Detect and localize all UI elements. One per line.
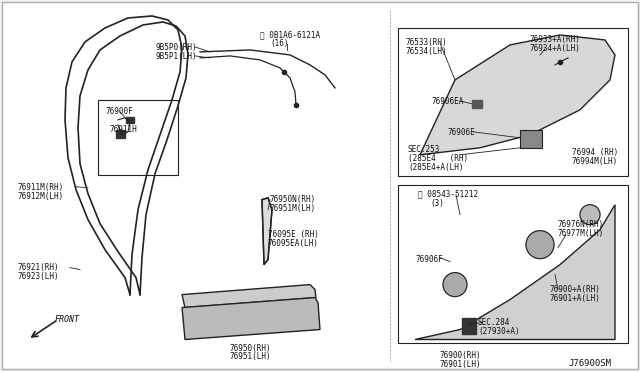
Text: SEC.284: SEC.284	[478, 318, 510, 327]
Text: 76951(LH): 76951(LH)	[230, 353, 271, 362]
Text: 76901+A(LH): 76901+A(LH)	[549, 294, 600, 302]
Text: 76900(RH): 76900(RH)	[440, 352, 482, 360]
Text: 9B5P1(LH): 9B5P1(LH)	[155, 52, 196, 61]
Circle shape	[443, 273, 467, 296]
Polygon shape	[262, 198, 272, 264]
Circle shape	[526, 231, 554, 259]
Text: 9B5P0(RH): 9B5P0(RH)	[155, 43, 196, 52]
Text: 76934+A(LH): 76934+A(LH)	[530, 44, 581, 53]
Text: 76906E: 76906E	[448, 128, 476, 137]
Text: Ⓑ 0B1A6-6121A: Ⓑ 0B1A6-6121A	[260, 30, 320, 39]
Text: 76911H: 76911H	[109, 125, 137, 134]
Text: 76912M(LH): 76912M(LH)	[18, 192, 64, 201]
Bar	[472, 100, 482, 108]
Polygon shape	[182, 285, 316, 308]
Text: 76900F: 76900F	[105, 107, 132, 116]
Text: 76095E (RH): 76095E (RH)	[268, 230, 319, 239]
Text: 76994M(LH): 76994M(LH)	[572, 157, 618, 166]
Text: 76933+A(RH): 76933+A(RH)	[530, 35, 581, 44]
Text: SEC.253: SEC.253	[408, 145, 440, 154]
Bar	[398, 185, 628, 343]
Text: (16): (16)	[270, 39, 289, 48]
Text: 76901(LH): 76901(LH)	[440, 360, 482, 369]
Text: (285E4+A(LH): (285E4+A(LH)	[408, 163, 463, 172]
Text: 76950N(RH): 76950N(RH)	[270, 195, 316, 204]
Polygon shape	[415, 205, 615, 340]
Text: 76951M(LH): 76951M(LH)	[270, 204, 316, 213]
Bar	[462, 318, 476, 334]
Text: 76921(RH): 76921(RH)	[18, 263, 60, 272]
Text: J76900SM: J76900SM	[568, 359, 611, 369]
Polygon shape	[182, 298, 320, 340]
Text: 76950(RH): 76950(RH)	[230, 343, 271, 353]
Text: 76906F: 76906F	[415, 255, 443, 264]
Text: 76534(LH): 76534(LH)	[405, 47, 447, 56]
Bar	[126, 117, 134, 123]
Text: 76533(RH): 76533(RH)	[405, 38, 447, 47]
Bar	[98, 100, 178, 175]
Text: (27930+A): (27930+A)	[478, 327, 520, 336]
Bar	[116, 130, 125, 138]
Text: 76900+A(RH): 76900+A(RH)	[549, 285, 600, 294]
Text: 76911M(RH): 76911M(RH)	[18, 183, 64, 192]
Text: 76906EA: 76906EA	[432, 97, 465, 106]
Text: (3): (3)	[430, 199, 444, 208]
Text: 76095EA(LH): 76095EA(LH)	[268, 239, 319, 248]
Text: 76977M(LH): 76977M(LH)	[558, 229, 604, 238]
Bar	[398, 28, 628, 176]
Text: (285E4   (RH): (285E4 (RH)	[408, 154, 468, 163]
Text: 76976N(RH): 76976N(RH)	[558, 220, 604, 229]
Text: 76923(LH): 76923(LH)	[18, 272, 60, 280]
Text: Ⓢ 08543-51212: Ⓢ 08543-51212	[418, 190, 478, 199]
Polygon shape	[420, 35, 615, 155]
Bar	[520, 130, 542, 148]
Text: 76994 (RH): 76994 (RH)	[572, 148, 618, 157]
Text: FRONT: FRONT	[55, 315, 80, 324]
Circle shape	[580, 205, 600, 225]
